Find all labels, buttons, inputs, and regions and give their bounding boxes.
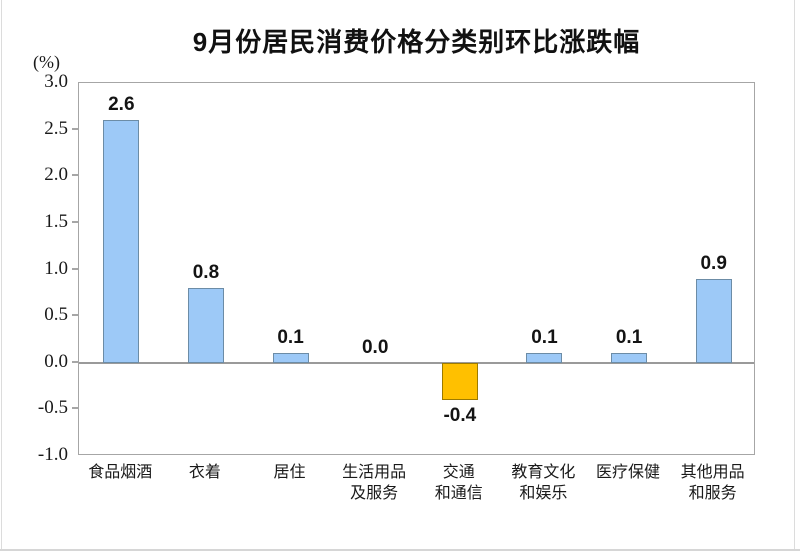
y-axis-unit-label: (%) xyxy=(33,52,60,72)
y-tick-label: 2.5 xyxy=(44,117,68,139)
y-tick-label: 1.5 xyxy=(44,210,68,232)
x-axis-labels: 食品烟酒 衣着 居住 生活用品 及服务 交通 和通信 教育文化 和娱乐 医疗保健 其他用品 和… xyxy=(78,462,755,504)
y-tick-label: 1.0 xyxy=(44,257,68,279)
page-edge-bottom xyxy=(0,549,800,551)
y-tick-label: -0.5 xyxy=(37,397,68,419)
y-tick-label: 2.0 xyxy=(44,164,68,186)
bar-1 xyxy=(103,120,140,363)
category-label-4: 生活用品 及服务 xyxy=(342,464,407,502)
y-tick-mark xyxy=(72,407,78,410)
bar-value-label: 2.6 xyxy=(108,94,135,116)
page-edge-left xyxy=(1,0,2,549)
bar-value-label: 0.0 xyxy=(361,336,389,358)
zero-baseline xyxy=(79,361,754,364)
bar-5 xyxy=(441,362,478,401)
y-tick-label: 0.5 xyxy=(44,304,68,326)
category-label-2: 衣着 xyxy=(188,464,221,481)
bar-value-label: 0.1 xyxy=(277,327,304,349)
bar-6 xyxy=(526,353,563,363)
category-label-8: 其他用品 和服务 xyxy=(680,464,745,502)
bar-value-label: 0.8 xyxy=(192,262,220,284)
page-edge-right xyxy=(794,0,795,549)
y-tick-mark xyxy=(72,127,78,130)
y-tick-mark xyxy=(72,220,78,223)
bar-value-label: -0.4 xyxy=(443,405,477,427)
category-label-7: 医疗保健 xyxy=(596,464,661,481)
y-tick-label: 3.0 xyxy=(44,71,68,92)
category-label-1: 食品烟酒 xyxy=(88,464,153,481)
chart-title: 9月份居民消费价格分类别环比涨跌幅 xyxy=(192,27,641,57)
bar-value-label: 0.9 xyxy=(700,252,727,274)
bar-7 xyxy=(611,353,648,363)
y-tick-label: -1.0 xyxy=(37,444,68,465)
category-label-5: 交通 和通信 xyxy=(434,464,483,502)
bar-value-label: 0.1 xyxy=(531,327,558,349)
bar-2 xyxy=(187,288,224,363)
y-tick-mark xyxy=(72,267,78,270)
bar-8 xyxy=(695,278,732,363)
category-label-6: 教育文化 和娱乐 xyxy=(511,464,576,502)
bar-3 xyxy=(272,353,309,363)
bar-value-label: 0.1 xyxy=(615,327,643,349)
y-tick-mark xyxy=(72,174,78,177)
y-tick-mark xyxy=(72,314,78,317)
category-label-3: 居住 xyxy=(273,464,306,481)
plot-area: 2.6 0.8 0.1 0.0 -0.4 0.1 0.1 0.9 xyxy=(78,82,755,455)
y-tick-mark xyxy=(72,360,78,363)
y-tick-label: 0.0 xyxy=(44,350,68,372)
